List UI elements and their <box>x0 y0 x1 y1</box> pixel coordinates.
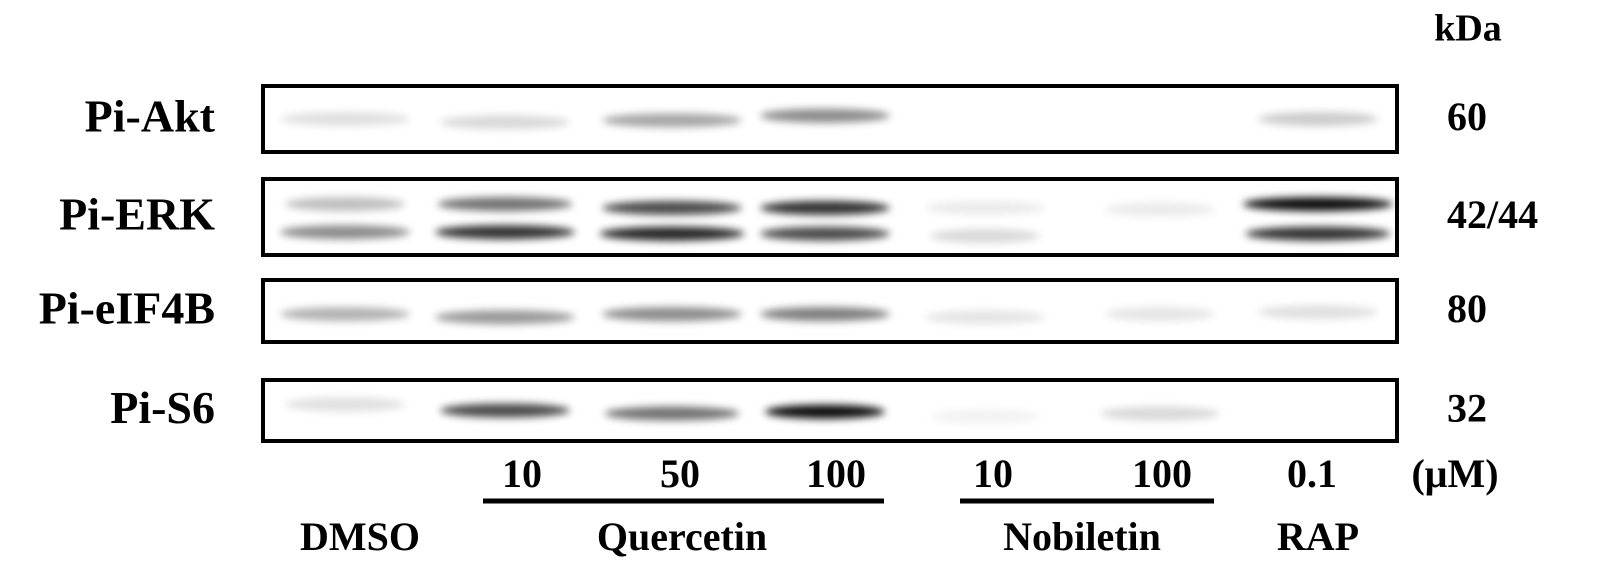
blot-bands <box>285 397 1220 423</box>
band <box>285 397 405 411</box>
band <box>602 307 742 321</box>
group-label: DMSO <box>300 514 420 559</box>
band <box>435 225 575 239</box>
blot-bands <box>280 305 1378 324</box>
band <box>760 307 890 321</box>
band <box>605 407 740 421</box>
molecular-weight: 60 <box>1447 94 1487 139</box>
blot-bands <box>280 197 1393 243</box>
band <box>760 201 890 215</box>
unit-header: kDa <box>1434 8 1502 50</box>
band <box>760 227 890 241</box>
blot-bands <box>280 109 1378 130</box>
band <box>280 225 410 239</box>
dose-label: 0.1 <box>1287 451 1337 496</box>
band <box>930 410 1040 424</box>
band <box>925 201 1045 215</box>
band <box>600 227 745 241</box>
band <box>280 112 410 126</box>
molecular-weight: 80 <box>1447 286 1487 331</box>
dose-unit: (μM) <box>1411 451 1498 496</box>
molecular-weight: 42/44 <box>1447 192 1538 237</box>
band <box>602 113 742 127</box>
band <box>1100 407 1220 421</box>
band <box>1258 112 1378 126</box>
row-label: Pi-Akt <box>85 91 216 142</box>
dose-label: 100 <box>1132 451 1192 496</box>
band <box>1105 202 1215 216</box>
band <box>930 229 1040 243</box>
group-label: RAP <box>1277 514 1359 559</box>
band <box>438 197 573 211</box>
dose-label: 10 <box>502 451 542 496</box>
dose-label: 10 <box>973 451 1013 496</box>
dose-label: 100 <box>806 451 866 496</box>
band <box>925 310 1045 324</box>
band <box>765 405 885 419</box>
band <box>280 307 410 321</box>
band <box>1243 197 1393 211</box>
band <box>1258 305 1378 319</box>
blot-frame <box>263 179 1397 255</box>
group-label: Quercetin <box>597 514 767 559</box>
row-label: Pi-S6 <box>110 382 215 433</box>
band <box>1246 227 1391 241</box>
dose-label: 50 <box>660 451 700 496</box>
band <box>440 404 570 418</box>
blot-figure: kDa Pi-Akt 60 Pi-ERK 42/44 Pi-eIF4B 80 Pi-S6 32… <box>0 0 1603 576</box>
band <box>440 115 570 129</box>
group-label: Nobiletin <box>1003 514 1161 559</box>
band <box>1105 307 1215 321</box>
band <box>760 109 890 123</box>
band <box>285 197 405 211</box>
band <box>435 310 575 324</box>
row-label: Pi-ERK <box>59 189 215 240</box>
row-label: Pi-eIF4B <box>39 283 215 334</box>
molecular-weight: 32 <box>1447 386 1487 431</box>
band <box>602 201 742 215</box>
